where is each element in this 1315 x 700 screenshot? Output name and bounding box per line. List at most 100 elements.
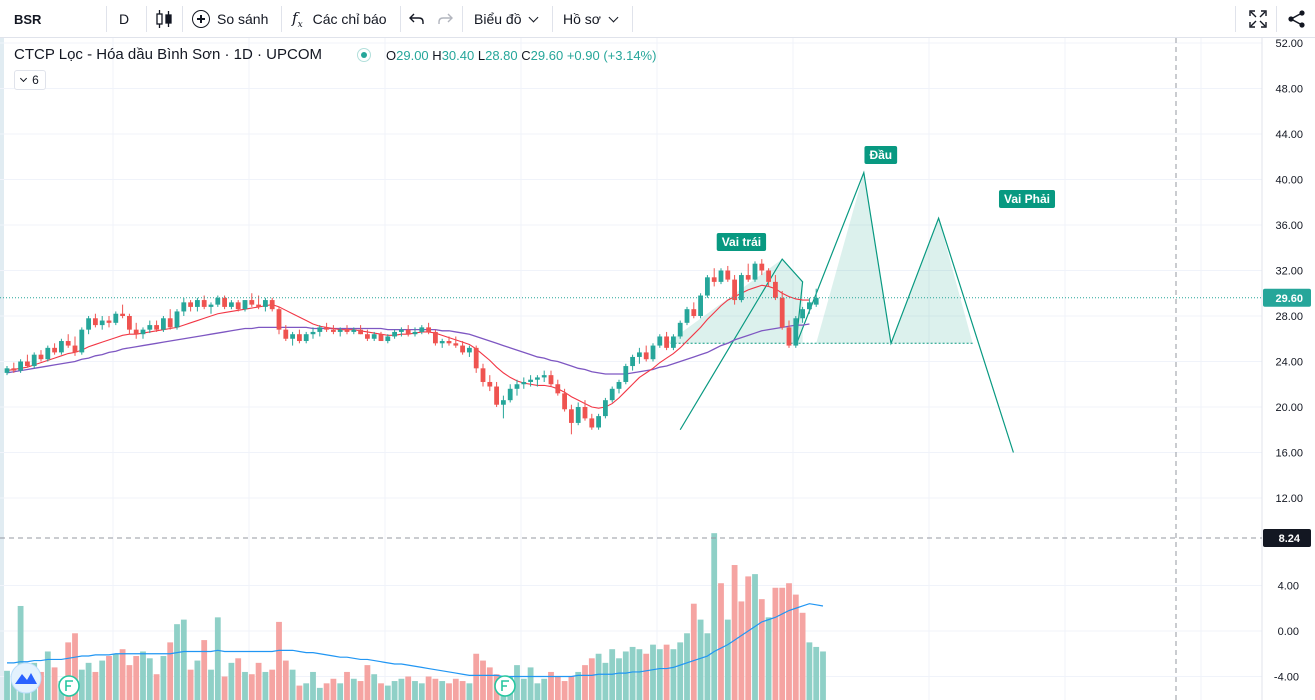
- candle: [453, 336, 459, 348]
- candle: [167, 309, 173, 330]
- right-shoulder-fill: [891, 218, 973, 344]
- volume-bar: [106, 656, 112, 700]
- volume-bar: [704, 633, 711, 700]
- candle-body: [732, 279, 737, 301]
- volume-bars: [4, 533, 826, 700]
- volume-bar: [153, 674, 160, 700]
- candle: [623, 363, 629, 385]
- collapse-indicators-button[interactable]: 6: [14, 70, 46, 90]
- candle-body: [514, 384, 520, 389]
- volume-bar: [616, 658, 622, 700]
- candle: [358, 325, 363, 335]
- indicators-button[interactable]: fx Các chỉ báo: [292, 0, 387, 38]
- candle: [31, 352, 37, 369]
- candle: [4, 366, 10, 376]
- volume-bar: [575, 671, 582, 700]
- event-f-glyph: [65, 680, 73, 691]
- volume-bar: [765, 617, 772, 700]
- candle: [188, 300, 193, 312]
- candles-icon[interactable]: [155, 0, 173, 38]
- candle: [752, 261, 758, 282]
- chevron-down-icon: [20, 74, 28, 83]
- candle-body: [324, 327, 329, 330]
- candle: [732, 275, 737, 305]
- candle: [72, 336, 78, 356]
- candle-body: [242, 300, 248, 310]
- candle-body: [745, 275, 751, 280]
- candle: [283, 325, 289, 342]
- volume-bar: [758, 599, 765, 700]
- candle-body: [276, 309, 282, 330]
- candle-body: [507, 388, 513, 401]
- candle: [446, 336, 452, 346]
- price-tick-label: 20.00: [1275, 402, 1303, 414]
- price-axis: 52.00 48.00 44.00 40.00 36.00 32.00 28.00 24.00…: [1274, 38, 1303, 684]
- volume-bar: [806, 642, 813, 700]
- volume-bar: [316, 687, 323, 700]
- volume-bar: [262, 671, 269, 700]
- candle: [331, 325, 336, 335]
- volume-bar: [799, 612, 806, 700]
- candle: [582, 400, 588, 421]
- candle-body: [589, 418, 595, 428]
- chart-type-dropdown[interactable]: Biểu đồ: [474, 0, 539, 38]
- volume-bar: [568, 676, 575, 700]
- volume-bar: [242, 671, 248, 700]
- volume-bar: [473, 653, 480, 700]
- candle-body: [467, 347, 472, 353]
- share-icon[interactable]: [1287, 0, 1307, 38]
- profile-label: Hồ sơ: [563, 11, 601, 27]
- candle-body: [637, 352, 642, 357]
- candle-body: [535, 377, 540, 380]
- candle-body: [283, 329, 289, 339]
- volume-bar: [582, 665, 588, 700]
- volume-bar: [303, 683, 310, 700]
- redo-icon[interactable]: [437, 0, 453, 38]
- candle: [786, 320, 792, 348]
- volume-bar: [44, 651, 51, 700]
- candle-body: [235, 302, 241, 310]
- low-key: L: [477, 48, 486, 63]
- candle-body: [392, 331, 397, 337]
- candle: [514, 379, 520, 396]
- candle-body: [541, 375, 547, 378]
- close-key: C: [521, 48, 531, 63]
- candle-body: [167, 318, 173, 328]
- candle: [507, 384, 513, 403]
- volume-bar: [92, 671, 99, 700]
- volume-bar: [78, 669, 85, 700]
- volume-bar: [711, 533, 718, 700]
- candle-body: [290, 334, 295, 339]
- candle: [684, 306, 690, 326]
- candle: [59, 338, 64, 355]
- candle: [671, 334, 676, 351]
- interval-button[interactable]: D: [119, 11, 130, 27]
- symbol-button[interactable]: BSR: [14, 11, 42, 27]
- right-shoulder-label-bg: [998, 190, 1056, 208]
- compare-button[interactable]: So sánh: [192, 0, 268, 38]
- fullscreen-icon[interactable]: [1249, 0, 1267, 38]
- candle: [664, 331, 669, 351]
- profile-dropdown[interactable]: Hồ sơ: [563, 0, 619, 38]
- price-tick-label: 12.00: [1275, 493, 1303, 505]
- volume-bar: [357, 681, 364, 700]
- undo-icon[interactable]: [409, 0, 425, 38]
- volume-bar: [296, 685, 303, 700]
- volume-bar: [643, 653, 650, 700]
- volume-bar: [412, 681, 418, 700]
- candle: [25, 354, 30, 368]
- candle-body: [72, 345, 78, 353]
- volume-bar: [534, 683, 541, 700]
- volume-bar: [99, 660, 106, 700]
- candle-body: [106, 320, 112, 323]
- candle: [541, 370, 547, 382]
- candle: [154, 320, 159, 332]
- candle-body: [460, 345, 465, 353]
- candle-body: [31, 354, 37, 367]
- volume-bar: [221, 676, 228, 700]
- candle-body: [222, 297, 227, 307]
- candle-body: [705, 277, 710, 296]
- candle: [229, 300, 234, 310]
- candle-body: [739, 275, 744, 301]
